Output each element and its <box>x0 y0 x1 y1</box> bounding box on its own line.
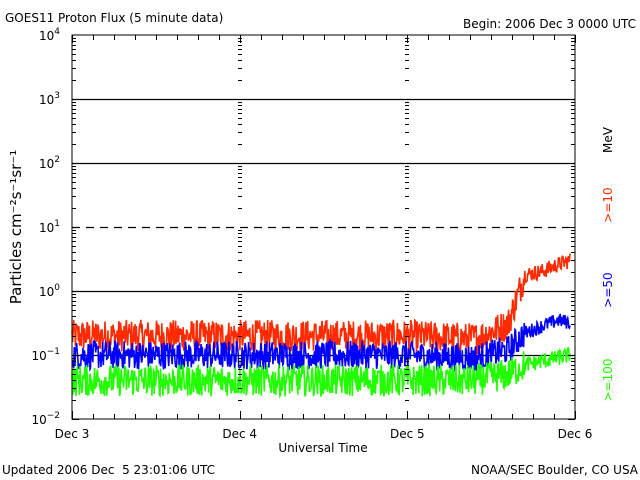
y-tick-label: 104 <box>39 27 60 43</box>
series-line <box>71 346 571 399</box>
x-axis-label: Universal Time <box>278 441 367 455</box>
chart-title: GOES11 Proton Flux (5 minute data) <box>5 11 223 25</box>
x-tick-label: Dec 6 <box>558 427 593 441</box>
x-tick-label: Dec 5 <box>390 427 425 441</box>
grid-lines <box>72 98 575 357</box>
begin-label: Begin: 2006 Dec 3 0000 UTC <box>463 17 636 31</box>
series-line <box>71 313 571 372</box>
y-tick-label: 10−1 <box>31 347 60 363</box>
updated-timestamp: Updated 2006 Dec 5 23:01:06 UTC <box>2 463 215 477</box>
legend-entry: >=50 <box>601 272 615 307</box>
y-tick-label: 10−2 <box>31 411 60 427</box>
legend-unit: MeV <box>601 126 615 153</box>
axis-ticks <box>72 35 576 420</box>
x-tick-label: Dec 4 <box>222 427 257 441</box>
series-line <box>71 253 571 355</box>
credit-text: NOAA/SEC Boulder, CO USA <box>471 463 639 477</box>
x-tick-labels: Dec 3 Dec 4 Dec 5 Dec 6 <box>55 427 593 441</box>
y-tick-label: 100 <box>39 283 60 299</box>
legend: MeV >=10 >=50 >=100 <box>601 126 615 401</box>
legend-entry: >=10 <box>601 187 615 222</box>
legend-entry: >=100 <box>601 358 615 401</box>
x-tick-label: Dec 3 <box>55 427 90 441</box>
y-axis-label: Particles cm⁻²s⁻¹sr⁻¹ <box>7 150 25 304</box>
y-tick-label: 101 <box>39 219 60 235</box>
y-tick-labels: 104 103 102 101 100 10−1 10−2 <box>31 27 60 427</box>
data-series <box>71 253 571 399</box>
y-tick-label: 103 <box>39 91 60 107</box>
y-tick-label: 102 <box>39 155 60 171</box>
